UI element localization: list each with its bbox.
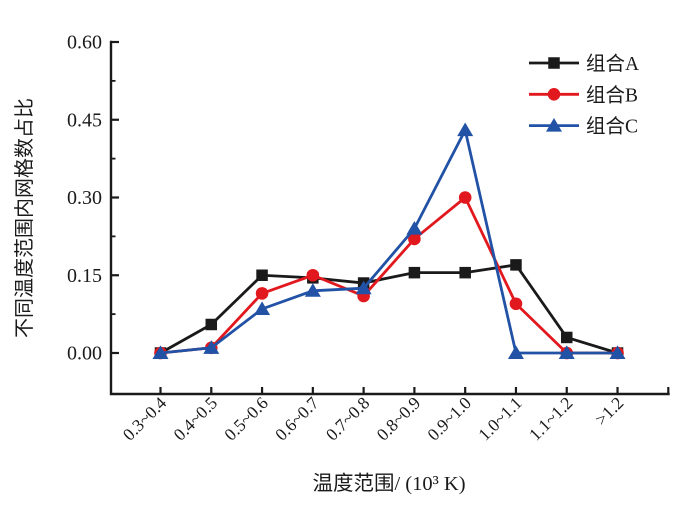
x-tick-label: 1.1~1.2 [525, 393, 577, 445]
y-tick-label: 0.30 [67, 187, 102, 209]
series-C-marker [254, 301, 271, 315]
series-A-marker [205, 318, 218, 331]
x-tick-label: 0.9~1.0 [423, 393, 475, 445]
y-tick-label: 0.60 [67, 32, 102, 54]
series-A-marker [459, 266, 471, 279]
legend-triangle-icon [546, 118, 562, 132]
series-B-line [160, 195, 618, 355]
x-tick-label: 0.7~0.8 [322, 393, 374, 445]
series-C-marker [152, 345, 169, 359]
series-A-marker [256, 269, 268, 281]
series-C-marker [304, 283, 321, 297]
series-C-marker [457, 122, 474, 137]
x-tick-label: 0.8~0.9 [372, 393, 424, 445]
y-tick-label: 0.15 [67, 265, 102, 287]
series-C-marker [203, 340, 220, 354]
series-C-marker [507, 345, 524, 359]
legend-label: 组合B [586, 84, 638, 106]
series-B-marker [458, 191, 472, 204]
x-tick-label: 0.3~0.4 [119, 393, 171, 445]
legend-square-icon [548, 57, 560, 69]
series-A-marker [560, 331, 573, 344]
y-tick-label: 0.45 [67, 109, 102, 131]
x-tick-label: >1.2 [591, 393, 628, 430]
x-tick-label: 0.4~0.5 [169, 393, 221, 445]
series-C-marker [558, 345, 575, 359]
y-tick-label: 0.00 [67, 343, 102, 365]
series-B-marker [408, 232, 421, 246]
x-axis-title: 温度范围/ (10³ K) [312, 472, 465, 495]
series-B-marker [306, 268, 320, 282]
y-axis-title: 不同温度范围内网格数占比 [13, 98, 36, 338]
series-C-marker [406, 221, 423, 235]
x-tick-label: 1.0~1.1 [474, 393, 526, 445]
series-C-line [160, 126, 618, 355]
legend-label: 组合C [586, 116, 638, 138]
series-C-marker [355, 280, 372, 295]
series-A-marker [510, 259, 522, 271]
axes-frame [109, 40, 670, 396]
series-A-line [159, 263, 618, 355]
legend-label: 组合A [586, 53, 639, 75]
series-A-marker [408, 266, 421, 279]
x-tick-label: 0.5~0.6 [220, 393, 272, 445]
x-tick-label: 0.6~0.7 [271, 393, 323, 445]
series-B-marker [255, 287, 269, 300]
legend-circle-icon [547, 88, 561, 101]
series-C-marker [609, 345, 626, 359]
series-B-marker [509, 297, 523, 311]
